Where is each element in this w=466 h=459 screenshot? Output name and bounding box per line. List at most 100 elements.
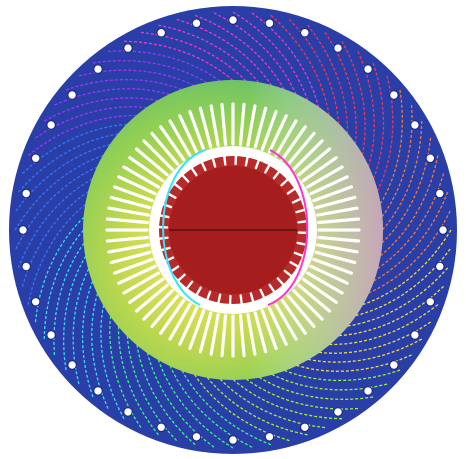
stator-slot <box>267 306 288 346</box>
rotor-slot <box>268 283 277 295</box>
rotor-slot <box>293 251 306 258</box>
stator-slot <box>128 277 165 304</box>
stator-slot <box>107 206 150 217</box>
bolt-hole <box>389 360 399 370</box>
field-line <box>378 120 423 235</box>
stator-slot <box>316 206 359 217</box>
bolt-hole <box>264 432 275 442</box>
stator-slot <box>142 289 174 321</box>
rotor-slot <box>295 208 308 214</box>
stator-slot <box>105 217 149 225</box>
rotor-slot <box>205 290 212 303</box>
stator-slot <box>317 217 361 225</box>
stator-slot <box>305 165 344 189</box>
stator-slot <box>316 243 359 254</box>
bolt-hole <box>410 120 420 130</box>
field-line <box>375 155 439 260</box>
bolt-hole <box>31 297 41 307</box>
field-line <box>307 24 349 140</box>
rotor-slot <box>254 157 261 170</box>
stator-slot <box>292 289 324 321</box>
stator-slot <box>112 185 154 203</box>
field-line <box>81 276 96 398</box>
rotor-slot <box>272 169 282 180</box>
stator-slot <box>198 106 213 149</box>
rotor-slot <box>194 286 202 298</box>
bolt-hole <box>363 64 373 74</box>
bolt-hole <box>31 153 41 163</box>
bolt-hole <box>123 407 133 417</box>
field-line <box>323 304 439 346</box>
bolt-hole <box>264 18 275 28</box>
bolt-hole <box>333 43 343 53</box>
stator-slot <box>260 109 278 151</box>
rotor-slot <box>259 288 266 301</box>
stator-slot <box>286 131 316 166</box>
stator-slot <box>134 147 169 177</box>
stator-slot <box>122 165 161 189</box>
bolt-hole <box>425 297 435 307</box>
field-line <box>27 200 91 305</box>
bolt-hole <box>228 435 238 445</box>
stator-slot <box>220 102 228 146</box>
stator-slot <box>317 235 361 243</box>
field-line <box>279 367 401 382</box>
bolt-hole <box>67 90 77 100</box>
stator-slot <box>312 257 353 275</box>
stator-slot <box>178 114 199 154</box>
stator-slot <box>274 302 298 341</box>
field-line <box>254 373 374 401</box>
rotor-slot <box>162 256 175 263</box>
field-line <box>357 229 452 307</box>
field-line <box>228 375 343 420</box>
field-line <box>27 114 143 156</box>
field-line <box>17 132 124 193</box>
stator-slot <box>286 294 316 329</box>
stator-slot <box>280 298 307 335</box>
stator-slot <box>117 264 157 285</box>
bolt-hole <box>93 64 103 74</box>
bolt-hole <box>438 225 448 235</box>
stator-slot <box>178 306 199 346</box>
field-line <box>376 89 404 209</box>
stator-slot <box>209 104 220 147</box>
bolt-hole <box>18 225 28 235</box>
rotor-slot <box>291 196 304 204</box>
rotor-slot <box>276 277 286 287</box>
field-line <box>368 191 449 285</box>
stator-slot <box>168 302 192 341</box>
stator-slot <box>159 298 186 335</box>
rotor-slot <box>216 293 222 306</box>
bolt-hole <box>363 386 373 396</box>
field-line <box>232 11 310 106</box>
bolt-hole <box>21 261 31 272</box>
stator-slot <box>253 106 268 149</box>
rotor-slot <box>283 269 294 279</box>
stator-slot <box>150 131 180 166</box>
field-line <box>203 372 308 436</box>
stator-slot <box>280 125 307 162</box>
field-line <box>342 267 449 328</box>
bolt-hole <box>156 28 166 38</box>
stator-slot <box>117 175 157 196</box>
field-line <box>302 338 423 363</box>
field-line <box>65 78 187 93</box>
field-line <box>17 175 98 269</box>
gap-flux-line-cyan <box>162 149 206 306</box>
gap-flux-line-magenta <box>267 149 309 306</box>
stator-slot <box>301 277 338 304</box>
stator-slot <box>309 175 349 196</box>
stator-slot <box>109 250 152 265</box>
field-line <box>62 251 90 371</box>
field-line <box>370 62 385 184</box>
field-line <box>341 40 366 161</box>
bolt-hole <box>123 43 133 53</box>
stator-slot <box>246 313 257 356</box>
stator-slot <box>109 195 152 210</box>
rotor-slot <box>264 162 272 174</box>
stator-slot <box>305 271 344 295</box>
stator-slot <box>128 156 165 183</box>
field-line <box>270 14 331 121</box>
stator-slot <box>122 271 161 295</box>
